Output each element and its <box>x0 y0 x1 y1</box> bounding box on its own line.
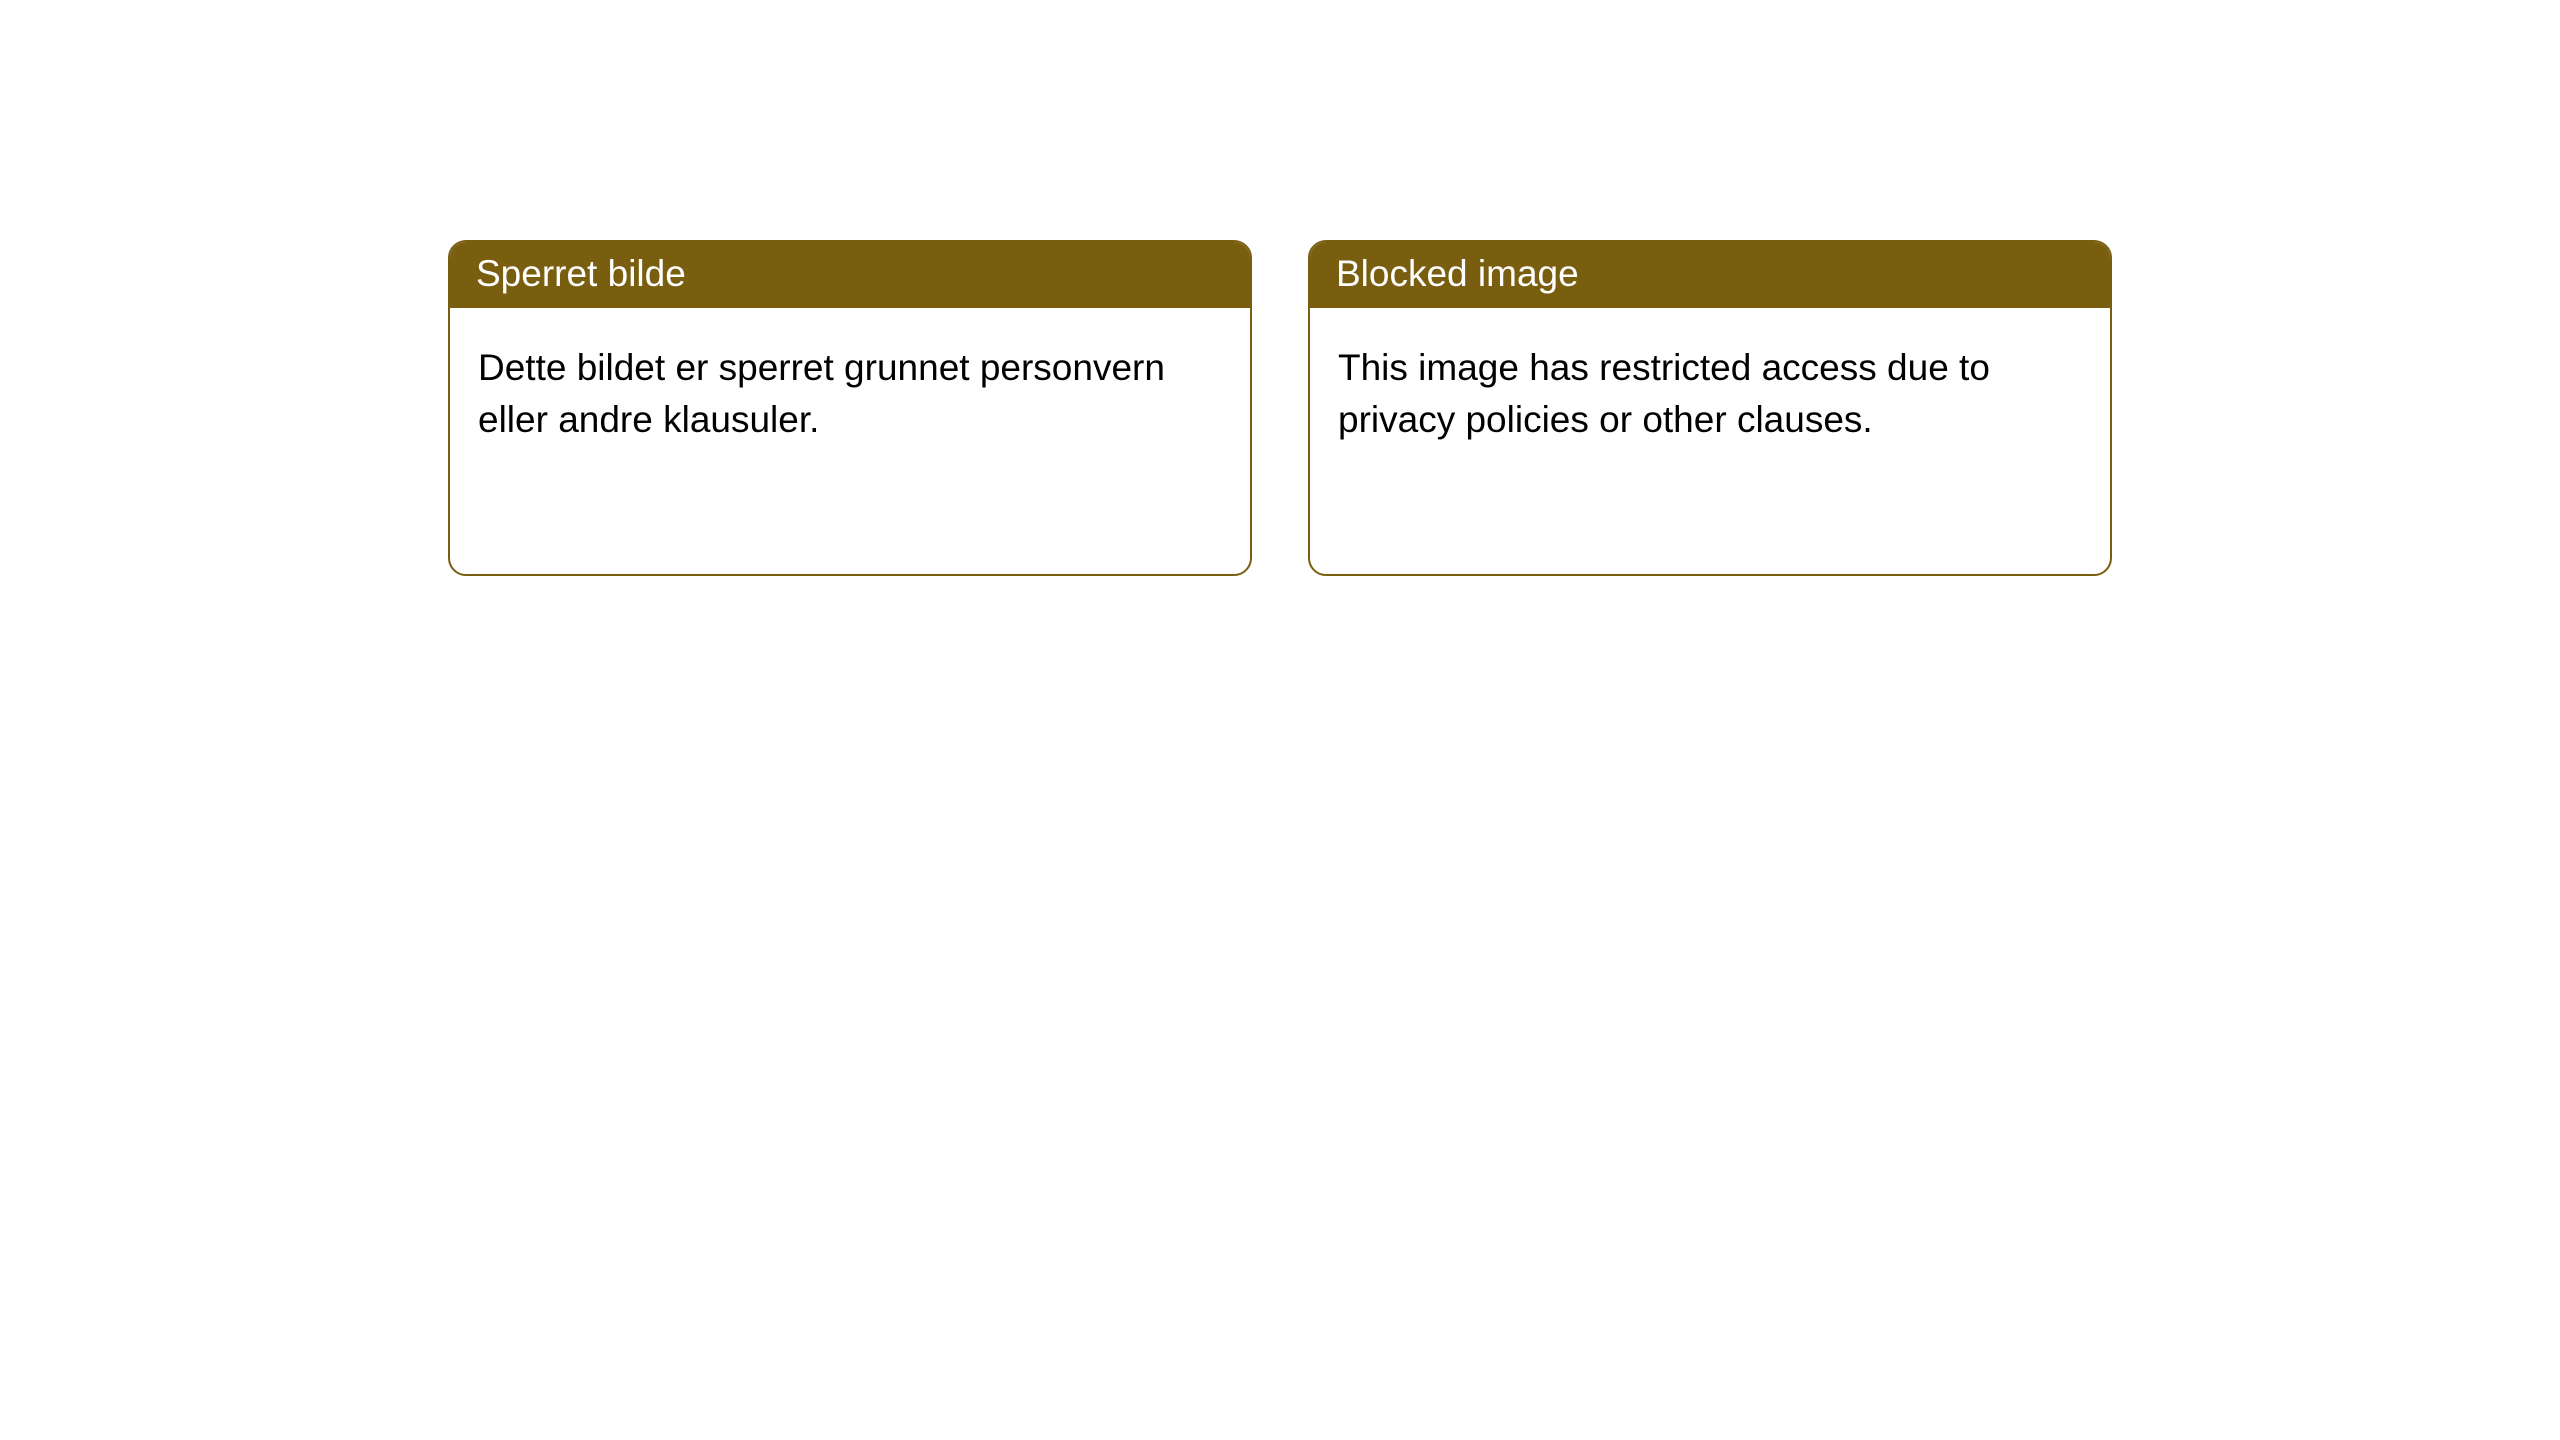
cards-container: Sperret bilde Dette bildet er sperret gr… <box>0 0 2560 576</box>
card-header-en: Blocked image <box>1310 242 2110 308</box>
card-body-text-en: This image has restricted access due to … <box>1338 347 1990 440</box>
card-title-no: Sperret bilde <box>476 253 686 294</box>
notice-card-no: Sperret bilde Dette bildet er sperret gr… <box>448 240 1252 576</box>
card-header-no: Sperret bilde <box>450 242 1250 308</box>
card-body-no: Dette bildet er sperret grunnet personve… <box>450 308 1250 474</box>
card-body-en: This image has restricted access due to … <box>1310 308 2110 474</box>
notice-card-en: Blocked image This image has restricted … <box>1308 240 2112 576</box>
card-title-en: Blocked image <box>1336 253 1579 294</box>
card-body-text-no: Dette bildet er sperret grunnet personve… <box>478 347 1165 440</box>
